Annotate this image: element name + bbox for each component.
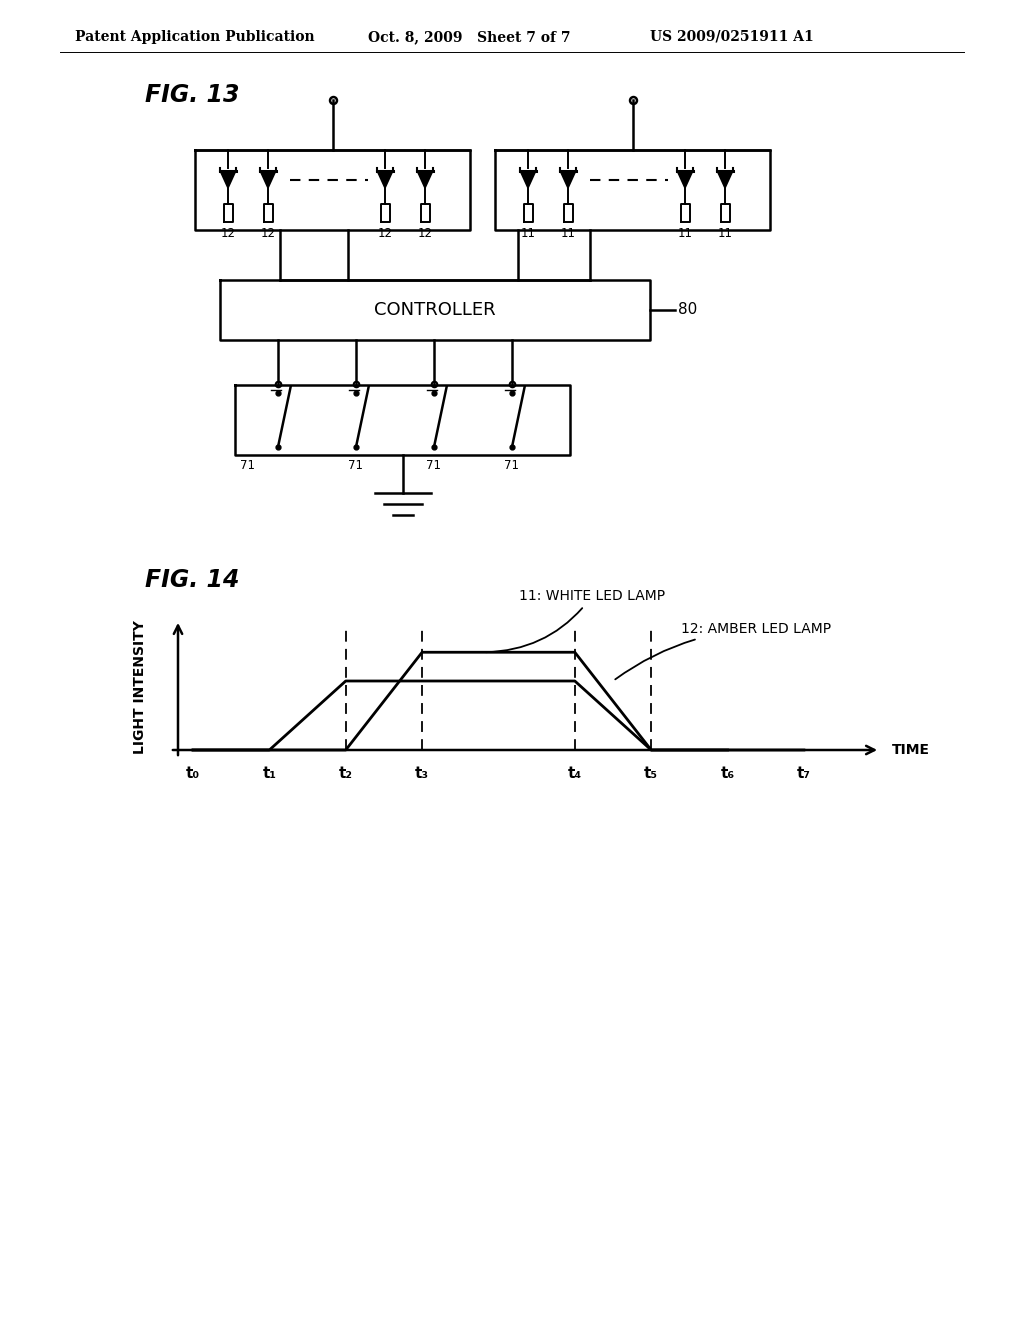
Text: t₆: t₆ — [721, 766, 734, 781]
Text: t₅: t₅ — [644, 766, 658, 781]
Polygon shape — [418, 172, 432, 187]
Text: 71: 71 — [504, 459, 519, 473]
Polygon shape — [520, 172, 536, 187]
Text: Oct. 8, 2009   Sheet 7 of 7: Oct. 8, 2009 Sheet 7 of 7 — [368, 30, 570, 44]
Polygon shape — [378, 172, 392, 187]
Polygon shape — [220, 172, 236, 187]
Text: 11: 11 — [718, 227, 732, 240]
Text: FIG. 14: FIG. 14 — [145, 568, 240, 591]
Polygon shape — [678, 172, 692, 187]
Text: 80: 80 — [678, 302, 697, 318]
Text: 11: 11 — [520, 227, 536, 240]
Text: 11: 11 — [560, 227, 575, 240]
Text: t₃: t₃ — [415, 766, 429, 781]
Text: Patent Application Publication: Patent Application Publication — [75, 30, 314, 44]
Text: t₀: t₀ — [186, 766, 200, 781]
Polygon shape — [260, 172, 275, 187]
Text: 12: 12 — [378, 227, 392, 240]
Text: 12: AMBER LED LAMP: 12: AMBER LED LAMP — [615, 622, 831, 680]
Text: t₄: t₄ — [567, 766, 582, 781]
Polygon shape — [718, 172, 732, 187]
Text: t₇: t₇ — [797, 766, 811, 781]
Text: t₂: t₂ — [339, 766, 352, 781]
Text: 71: 71 — [426, 459, 441, 473]
Text: TIME: TIME — [892, 743, 930, 756]
Text: FIG. 13: FIG. 13 — [145, 83, 240, 107]
Text: US 2009/0251911 A1: US 2009/0251911 A1 — [650, 30, 814, 44]
Polygon shape — [560, 172, 575, 187]
Text: 71: 71 — [348, 459, 362, 473]
Text: 12: 12 — [418, 227, 432, 240]
Text: t₁: t₁ — [262, 766, 276, 781]
Text: 11: WHITE LED LAMP: 11: WHITE LED LAMP — [486, 589, 665, 652]
Text: CONTROLLER: CONTROLLER — [374, 301, 496, 319]
Text: LIGHT INTENSITY: LIGHT INTENSITY — [133, 620, 147, 755]
Text: 11: 11 — [678, 227, 692, 240]
Text: 12: 12 — [260, 227, 275, 240]
Text: 12: 12 — [220, 227, 236, 240]
Text: 71: 71 — [240, 459, 255, 473]
